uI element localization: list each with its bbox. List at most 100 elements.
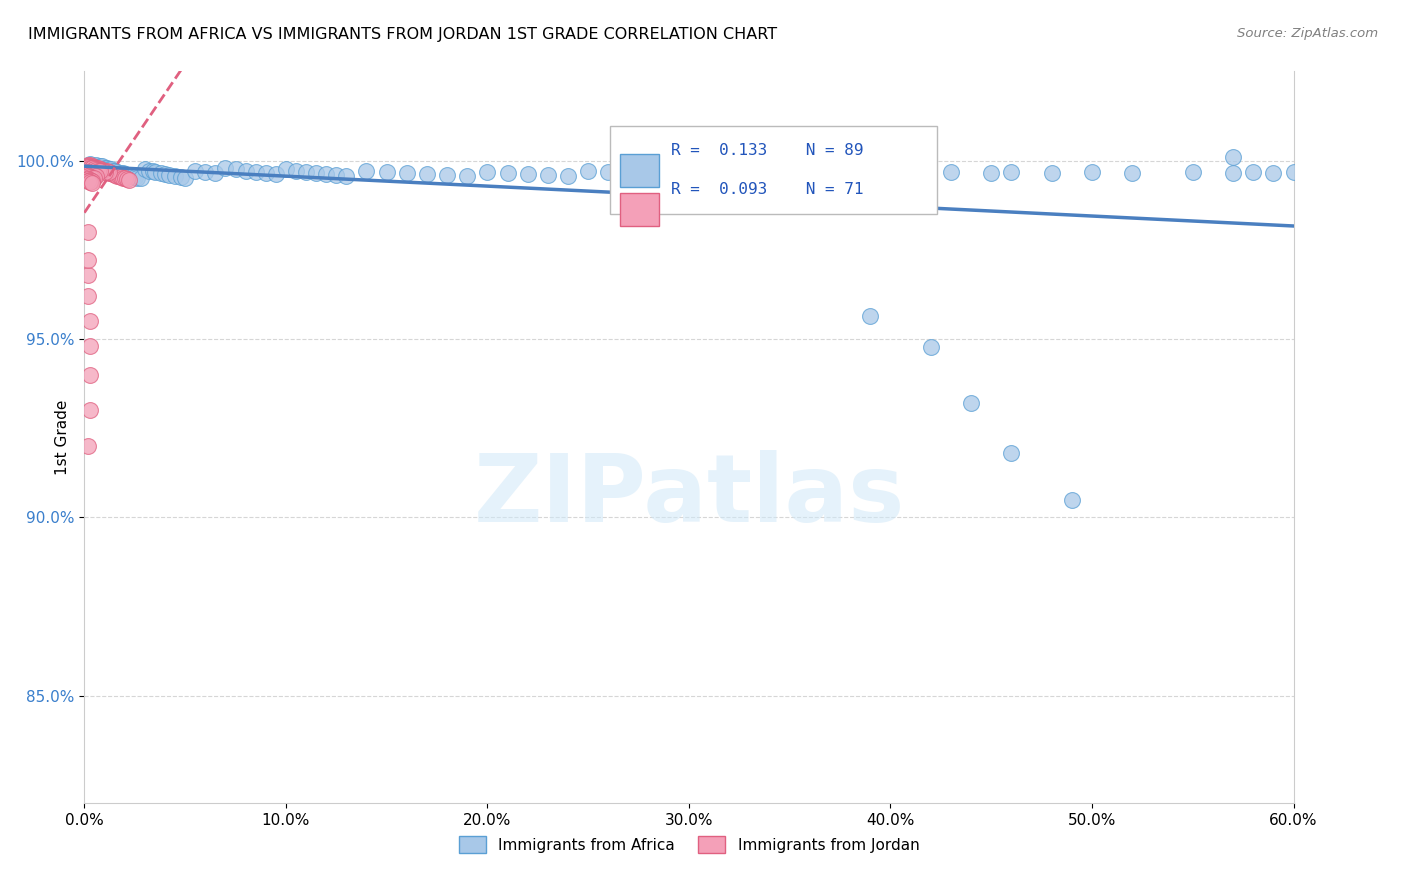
Point [79,161,101,175]
Point [105,169,128,183]
Point [134,162,156,177]
Point [86,161,108,176]
Point [738,166,761,180]
Point [97,162,120,177]
Point [124,169,146,184]
Point [325,168,347,182]
Point [77,158,100,172]
FancyBboxPatch shape [610,126,936,214]
Text: Source: ZipAtlas.com: Source: ZipAtlas.com [1237,27,1378,40]
Point [110,166,132,180]
Point [96,161,118,176]
Point [516,167,538,181]
Point [118,173,141,187]
Point [115,168,138,182]
Point [138,163,160,178]
Point [235,163,257,178]
Point [79,169,101,184]
Point [818,166,841,180]
Point [121,169,143,184]
Point [305,166,328,180]
Point [87,162,110,177]
Bar [620,194,659,226]
Point [157,168,180,182]
Point [1222,150,1244,164]
Point [97,166,120,180]
Point [900,166,922,180]
Point [82,167,104,181]
Point [91,159,114,173]
Point [335,169,357,183]
Point [91,162,114,177]
Point [245,165,267,179]
Point [859,309,882,323]
Point [225,162,247,177]
Point [93,161,115,175]
Point [89,163,111,178]
Text: R =  0.133    N = 89: R = 0.133 N = 89 [671,144,863,158]
Point [477,165,499,179]
Point [184,163,207,178]
Point [93,163,115,178]
Point [496,166,519,180]
Point [91,163,114,178]
Point [86,162,108,177]
Point [86,162,108,177]
Point [214,161,236,175]
Point [82,160,104,174]
Point [1181,165,1204,179]
Point [83,159,105,173]
Point [77,169,100,184]
Point [779,165,801,179]
Point [315,167,337,181]
Point [960,396,983,410]
Point [1282,165,1305,179]
Point [97,165,120,179]
Point [295,165,318,179]
Point [79,166,101,180]
Point [77,268,100,282]
Point [79,368,101,382]
Point [598,165,620,179]
Point [1040,166,1063,180]
Point [87,160,110,174]
Point [77,174,100,188]
Point [114,171,136,186]
Point [111,166,134,180]
Point [114,167,136,181]
Point [395,166,418,180]
Point [174,170,197,185]
Point [576,163,599,178]
Point [105,165,128,179]
Point [86,161,108,175]
Point [77,165,100,179]
Point [149,166,172,180]
Point [194,165,217,179]
Point [1000,446,1022,460]
Point [101,167,124,181]
Point [83,161,105,175]
Point [617,166,640,180]
Point [87,161,110,176]
Point [1060,492,1083,507]
Point [356,164,378,178]
Text: ZIPatlas: ZIPatlas [474,450,904,541]
Point [859,165,882,179]
Point [697,166,720,180]
Point [79,173,101,187]
Point [79,314,101,328]
Point [89,164,111,178]
Point [86,169,108,183]
Point [165,169,187,183]
Point [718,165,741,179]
Y-axis label: 1st Grade: 1st Grade [55,400,70,475]
Point [285,164,308,178]
Point [83,168,105,182]
Point [87,163,110,178]
Point [100,166,122,180]
Point [89,162,111,177]
Point [104,164,127,178]
Point [79,159,101,173]
Point [96,164,118,178]
Point [1263,166,1285,180]
